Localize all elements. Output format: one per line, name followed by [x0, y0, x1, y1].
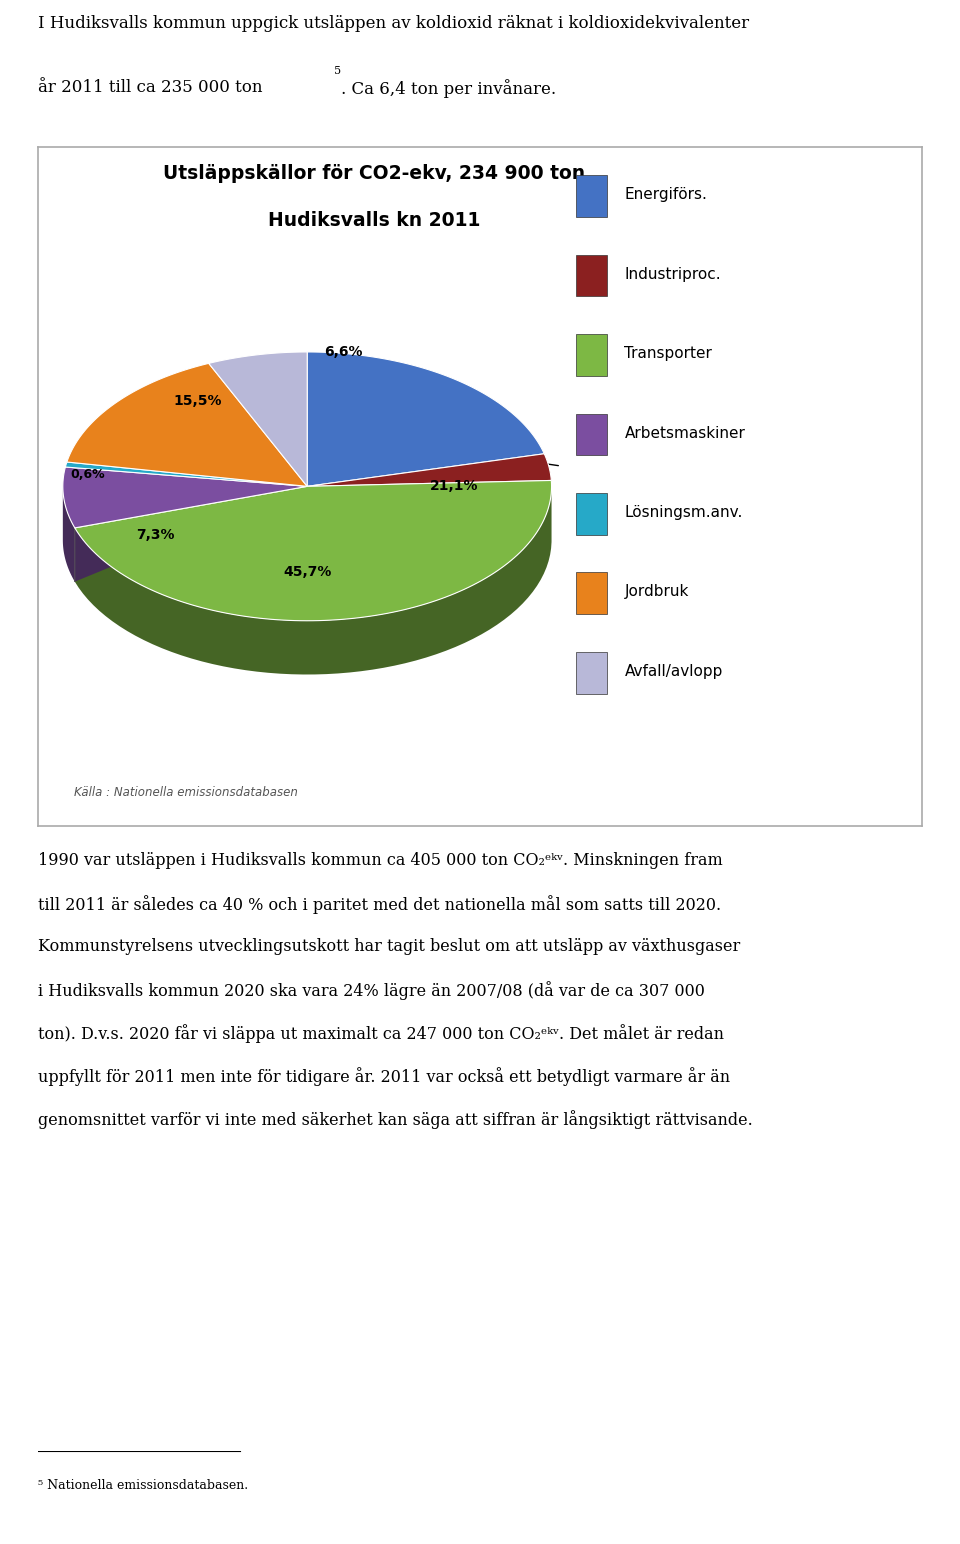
Text: Arbetsmaskiner: Arbetsmaskiner [624, 426, 745, 440]
Text: 21,1%: 21,1% [429, 479, 478, 494]
FancyBboxPatch shape [576, 176, 607, 218]
Polygon shape [62, 466, 307, 528]
Polygon shape [75, 480, 552, 621]
Text: Transporter: Transporter [624, 346, 712, 361]
Text: Hudiksvalls kn 2011: Hudiksvalls kn 2011 [268, 212, 480, 230]
Text: Lösningsm.anv.: Lösningsm.anv. [624, 505, 743, 520]
Polygon shape [67, 363, 307, 486]
Polygon shape [75, 488, 552, 675]
Text: Utsläppskällor för CO2-ekv, 234 900 ton: Utsläppskällor för CO2-ekv, 234 900 ton [163, 164, 585, 182]
Text: 3,2%: 3,2% [466, 448, 559, 466]
Polygon shape [307, 454, 551, 486]
Text: genomsnittet varför vi inte med säkerhet kan säga att siffran är långsiktigt rät: genomsnittet varför vi inte med säkerhet… [38, 1110, 754, 1129]
Text: Industriproc.: Industriproc. [624, 267, 721, 281]
Text: 6,6%: 6,6% [324, 344, 363, 358]
FancyBboxPatch shape [576, 414, 607, 455]
Text: Kommunstyrelsens utvecklingsutskott har tagit beslut om att utsläpp av växthusga: Kommunstyrelsens utvecklingsutskott har … [38, 939, 741, 956]
Text: Energiförs.: Energiförs. [624, 187, 708, 202]
FancyBboxPatch shape [576, 493, 607, 534]
Polygon shape [62, 486, 307, 582]
Text: 5: 5 [334, 66, 342, 76]
Text: 45,7%: 45,7% [283, 565, 331, 579]
Text: 7,3%: 7,3% [136, 528, 175, 542]
Text: Jordbruk: Jordbruk [624, 584, 688, 599]
Polygon shape [307, 352, 544, 486]
Text: 15,5%: 15,5% [173, 394, 222, 408]
Text: 1990 var utsläppen i Hudiksvalls kommun ca 405 000 ton CO₂ᵉᵏᵛ. Minskningen fram: 1990 var utsläppen i Hudiksvalls kommun … [38, 852, 723, 869]
Polygon shape [65, 462, 307, 486]
FancyBboxPatch shape [576, 255, 607, 296]
Text: 0,6%: 0,6% [70, 468, 105, 480]
Text: i Hudiksvalls kommun 2020 ska vara 24% lägre än 2007/08 (då var de ca 307 000: i Hudiksvalls kommun 2020 ska vara 24% l… [38, 982, 706, 1001]
Text: år 2011 till ca 235 000 ton: år 2011 till ca 235 000 ton [38, 79, 263, 96]
Text: ton). D.v.s. 2020 får vi släppa ut maximalt ca 247 000 ton CO₂ᵉᵏᵛ. Det målet är : ton). D.v.s. 2020 får vi släppa ut maxim… [38, 1024, 725, 1044]
Text: I Hudiksvalls kommun uppgick utsläppen av koldioxid räknat i koldioxidekvivalent: I Hudiksvalls kommun uppgick utsläppen a… [38, 15, 750, 32]
Text: uppfyllt för 2011 men inte för tidigare år. 2011 var också ett betydligt varmare: uppfyllt för 2011 men inte för tidigare … [38, 1067, 731, 1085]
Polygon shape [208, 352, 307, 486]
Text: till 2011 är således ca 40 % och i paritet med det nationella mål som satts till: till 2011 är således ca 40 % och i parit… [38, 896, 722, 914]
Text: ⁵ Nationella emissionsdatabasen.: ⁵ Nationella emissionsdatabasen. [38, 1479, 249, 1492]
FancyBboxPatch shape [576, 573, 607, 615]
Text: Källa : Nationella emissionsdatabasen: Källa : Nationella emissionsdatabasen [74, 786, 298, 798]
FancyBboxPatch shape [576, 652, 607, 693]
FancyBboxPatch shape [576, 334, 607, 375]
Text: Avfall/avlopp: Avfall/avlopp [624, 664, 723, 679]
Text: . Ca 6,4 ton per invånare.: . Ca 6,4 ton per invånare. [342, 79, 557, 97]
